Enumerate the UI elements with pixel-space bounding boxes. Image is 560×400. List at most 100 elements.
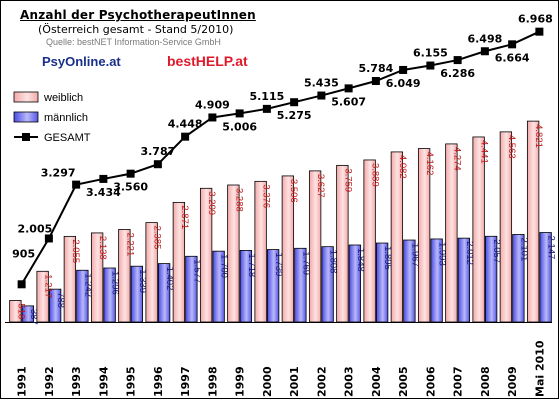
label-gesamt: 3.787 — [140, 145, 175, 158]
point-gesamt — [317, 91, 326, 100]
label-weiblich: 2.138 — [97, 236, 108, 260]
bar-maennlich — [157, 263, 171, 323]
brand-logos: PsyOnline.at bestHELP.at — [42, 53, 302, 72]
bar-weiblich — [499, 131, 513, 323]
psyonline-logo: PsyOnline.at — [42, 54, 121, 69]
label-maennlich: 1.242 — [82, 273, 93, 297]
point-gesamt — [480, 47, 489, 56]
x-tick-label: 1996 — [152, 366, 165, 397]
x-tick-label: 2003 — [343, 366, 356, 397]
point-gesamt — [508, 40, 517, 49]
bar-maennlich — [239, 250, 253, 323]
bar-maennlich — [130, 265, 144, 323]
label-weiblich: 2.055 — [70, 239, 81, 263]
label-gesamt: 5.607 — [331, 95, 366, 108]
chart-title: Anzahl der PsychotherapeutInnen — [20, 8, 256, 22]
label-maennlich: 2.147 — [546, 236, 557, 260]
x-tick-label: 1993 — [70, 366, 83, 397]
label-gesamt: 4.909 — [195, 98, 230, 111]
point-gesamt — [535, 27, 544, 36]
label-gesamt: 3.297 — [41, 167, 76, 180]
bar-weiblich — [172, 201, 186, 323]
x-tick-label: 2001 — [288, 366, 301, 397]
label-weiblich: 4.162 — [424, 152, 435, 176]
bar-maennlich — [348, 244, 362, 323]
bar-weiblich — [90, 232, 104, 323]
label-weiblich: 4.821 — [533, 124, 544, 148]
label-weiblich: 3.376 — [261, 184, 272, 208]
point-gesamt — [44, 234, 53, 243]
bar-maennlich — [539, 232, 552, 323]
bar-weiblich — [363, 159, 376, 323]
x-tick-label: 2005 — [397, 366, 410, 397]
point-gesamt — [126, 169, 135, 178]
chart-subtitle: (Österreich gesamt - Stand 5/2010) — [38, 23, 234, 36]
point-gesamt — [99, 174, 108, 183]
legend-swatch-weiblich — [13, 91, 39, 103]
bar-weiblich — [63, 235, 77, 323]
label-weiblich: 4.274 — [451, 147, 462, 171]
label-gesamt: 3.560 — [113, 181, 148, 194]
label-weiblich: 3.506 — [288, 179, 299, 203]
bar-weiblich — [472, 136, 485, 323]
label-weiblich: 4.563 — [506, 135, 517, 159]
label-weiblich: 4.082 — [397, 155, 408, 179]
bar-weiblich — [254, 180, 267, 323]
bar-maennlich — [375, 242, 389, 323]
bar-weiblich — [417, 148, 431, 323]
bar-maennlich — [48, 288, 62, 323]
label-maennlich: 1.993 — [437, 242, 448, 266]
label-gesamt: 6.286 — [440, 67, 475, 80]
label-gesamt: 4.448 — [168, 118, 203, 131]
label-maennlich: 1.739 — [273, 253, 284, 277]
label-gesamt: 6.049 — [386, 77, 421, 90]
label-maennlich: 1.339 — [137, 269, 148, 293]
label-maennlich: 2.101 — [518, 237, 529, 261]
label-maennlich: 1.769 — [300, 251, 311, 275]
point-gesamt — [290, 98, 299, 107]
label-gesamt: 3.434 — [86, 186, 121, 199]
label-maennlich: 1.967 — [409, 243, 420, 267]
label-maennlich: 387 — [28, 309, 39, 325]
label-weiblich: 1.217 — [43, 274, 54, 298]
bar-maennlich — [430, 238, 443, 323]
x-tick-label: 2002 — [315, 366, 328, 397]
legend-marker-gesamt — [22, 133, 30, 141]
label-maennlich: 1.808 — [328, 250, 339, 274]
bar-weiblich — [336, 164, 349, 323]
x-tick-label: Mai 2010 — [533, 340, 546, 397]
point-gesamt — [426, 61, 435, 70]
x-tick-label: 1992 — [43, 366, 56, 397]
bar-maennlich — [266, 249, 280, 323]
source-note: Quelle: bestNET Information-Service GmbH — [46, 37, 221, 47]
bar-maennlich — [321, 246, 334, 323]
label-gesamt: 6.498 — [467, 32, 502, 45]
title-block: Anzahl der PsychotherapeutInnen (Österre… — [20, 8, 320, 47]
label-weiblich: 3.209 — [206, 191, 217, 215]
bar-maennlich — [403, 239, 416, 323]
bar-weiblich — [118, 229, 131, 323]
x-tick-label: 1994 — [97, 366, 110, 397]
label-weiblich: 3.759 — [342, 168, 353, 192]
legend-swatch-maennlich — [13, 111, 39, 123]
bar-maennlich — [185, 255, 198, 323]
x-tick-label: 2004 — [370, 366, 383, 397]
bar-maennlich — [21, 305, 35, 323]
point-gesamt — [344, 84, 353, 93]
bar-maennlich — [76, 269, 89, 323]
label-weiblich: 2.221 — [124, 232, 135, 256]
label-weiblich: 4.441 — [479, 140, 490, 164]
label-weiblich: 2.385 — [152, 226, 163, 250]
point-gesamt — [181, 132, 190, 141]
point-gesamt — [399, 65, 408, 74]
label-weiblich: 3.288 — [233, 188, 244, 212]
label-maennlich: 1.895 — [382, 246, 393, 270]
point-gesamt — [208, 113, 217, 122]
label-gesamt: 6.968 — [518, 13, 553, 26]
label-gesamt: 5.275 — [277, 109, 312, 122]
point-gesamt — [453, 56, 462, 65]
x-tick-label: 2007 — [452, 366, 465, 397]
